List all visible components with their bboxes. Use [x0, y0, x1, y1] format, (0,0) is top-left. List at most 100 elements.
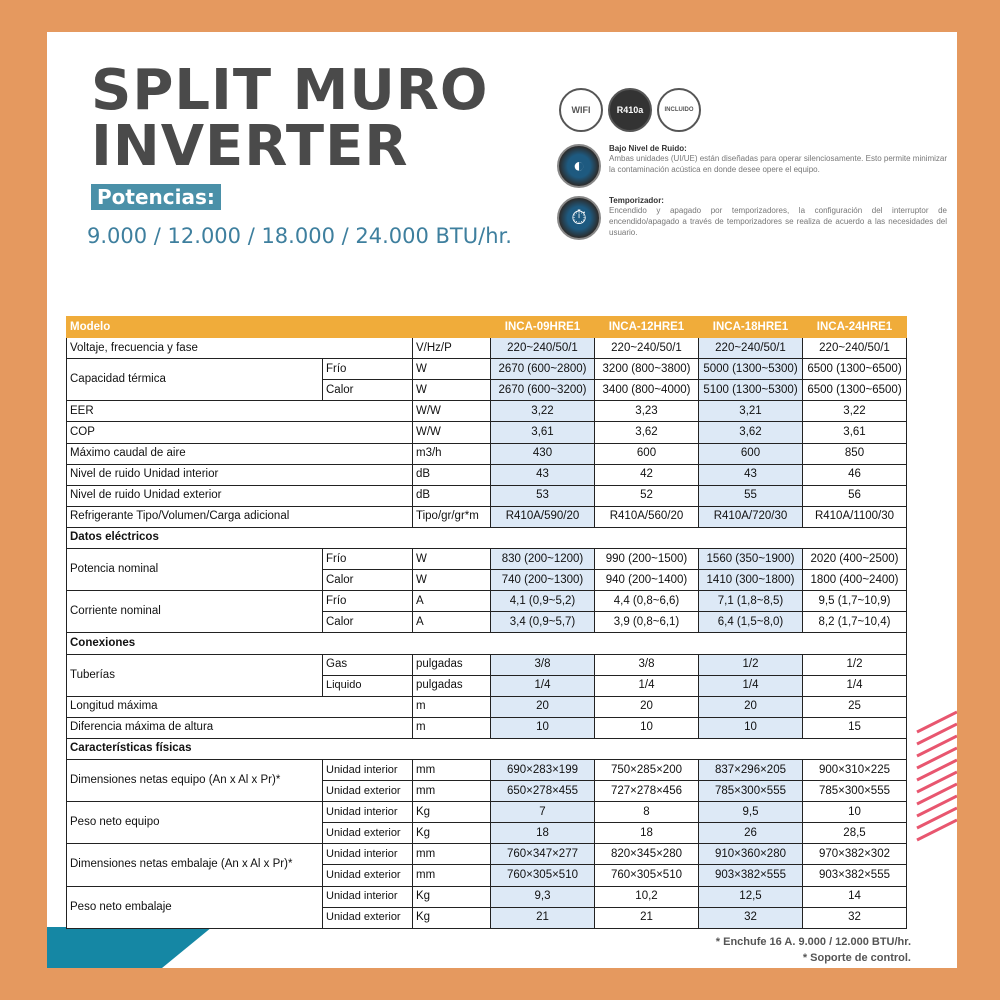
cell-value: 3,61 [802, 421, 907, 444]
cell-value: 7 [490, 801, 595, 824]
cell-value: 2670 (600~3200) [490, 379, 595, 402]
table-row: Nivel de ruido Unidad exterior dB 53 52 55 56 [66, 484, 907, 507]
cell-value: 10,2 [594, 885, 699, 908]
table-row: Peso neto embalaje Unidad interior Kg 9,3 10… [66, 885, 907, 929]
cell-value: 690×283×199 [490, 758, 595, 782]
cell-value: 1560 (350~1900) [698, 548, 803, 571]
section-title: Datos eléctricos [66, 526, 907, 550]
cell-value: 3,22 [802, 400, 907, 423]
row-label: Potencia nominal [66, 548, 323, 592]
wifi-icon: WIFI [559, 88, 603, 132]
section-title: Conexiones [66, 632, 907, 655]
row-label: Diferencia máxima de altura [66, 716, 413, 739]
section-title: Características físicas [66, 737, 907, 760]
row-sublabel: Calor [322, 611, 413, 634]
row-sublabel: Unidad interior [322, 801, 413, 824]
cell-value: 3,62 [698, 421, 803, 444]
cell-value: 1410 (300~1800) [698, 569, 803, 592]
row-unit: mm [412, 843, 491, 866]
row-unit: Tipo/gr/gr*m [412, 505, 491, 528]
cell-value: 910×360×280 [698, 843, 803, 866]
row-unit: m [412, 716, 491, 739]
cell-value: 5000 (1300~5300) [698, 358, 803, 381]
row-unit: Kg [412, 822, 491, 845]
cell-value: 21 [490, 906, 595, 929]
cell-value: 903×382×555 [802, 864, 907, 887]
row-label: Longitud máxima [66, 695, 413, 718]
cell-value: 10 [802, 801, 907, 824]
cell-value: 650×278×455 [490, 780, 595, 803]
cell-value: 760×305×510 [594, 864, 699, 887]
table-row: Unidad exterior Kg 21 21 32 32 [67, 906, 907, 929]
table-row: Potencia nominal Frío W 830 (200~1200) 990 (… [66, 548, 907, 592]
row-unit: mm [412, 864, 491, 887]
cell-value: 785×300×555 [698, 780, 803, 803]
cell-value: 9,3 [490, 885, 595, 908]
cell-value: 42 [594, 463, 699, 486]
row-label: Nivel de ruido Unidad interior [66, 463, 413, 486]
cell-value: 4,1 (0,9~5,2) [490, 590, 595, 613]
cell-value: 760×347×277 [490, 843, 595, 866]
cell-value: 970×382×302 [802, 843, 907, 866]
cell-value: 32 [698, 906, 803, 929]
cell-value: 900×310×225 [802, 758, 907, 782]
table-row: Dimensiones netas equipo (An x Al x Pr)*… [66, 758, 907, 803]
cell-value: 56 [802, 484, 907, 507]
section-row: Datos eléctricos [66, 526, 907, 550]
cell-value: 43 [490, 463, 595, 486]
table-row: Tuberías Gas pulgadas 3/8 3/8 1/2 1/2 [66, 653, 907, 697]
row-label: Dimensiones netas embalaje (An x Al x Pr… [66, 843, 323, 887]
cell-value: 2020 (400~2500) [802, 548, 907, 571]
table-row: Máximo caudal de aire m3/h 430 600 600 850 [66, 442, 907, 465]
row-label: Dimensiones netas equipo (An x Al x Pr)* [66, 758, 323, 803]
refrigerant-icon: R410a [608, 88, 652, 132]
table-row: Dimensiones netas embalaje (An x Al x Pr… [66, 843, 907, 887]
cell-value: 15 [802, 716, 907, 739]
badges: WIFI R410a INCLUIDO [559, 88, 701, 132]
cell-value: 28,5 [802, 822, 907, 845]
row-unit: A [412, 611, 491, 634]
model-header: Modelo [66, 315, 491, 339]
cell-value: 220~240/50/1 [698, 337, 803, 360]
cell-value: R410A/560/20 [594, 505, 699, 528]
cell-value: 990 (200~1500) [594, 548, 699, 571]
row-unit: m3/h [412, 442, 491, 465]
table-row: Liquido pulgadas 1/4 1/4 1/4 1/4 [67, 674, 907, 697]
cell-value: 18 [594, 822, 699, 845]
cell-value: 52 [594, 484, 699, 507]
cell-value: 785×300×555 [802, 780, 907, 803]
cell-value: 20 [698, 695, 803, 718]
row-sublabel: Unidad exterior [322, 822, 413, 845]
cell-value: 10 [698, 716, 803, 739]
cell-value: 3,21 [698, 400, 803, 423]
cell-value: 8,2 (1,7~10,4) [802, 611, 907, 634]
cell-value: 8 [594, 801, 699, 824]
row-unit: pulgadas [412, 674, 491, 697]
table-row: Unidad exterior mm 650×278×455 727×278×456 7… [67, 780, 907, 803]
cell-value: 1/4 [594, 674, 699, 697]
feature-text: Encendido y apagado por temporizadores, … [609, 206, 947, 237]
cell-value: 14 [802, 885, 907, 908]
table-row: Corriente nominal Frío A 4,1 (0,9~5,2) 4,4 (… [66, 590, 907, 634]
table-row: Unidad exterior Kg 18 18 26 28,5 [67, 822, 907, 845]
footnote: * Enchufe 16 A. 9.000 / 12.000 BTU/hr. [715, 936, 911, 948]
cell-value: 12,5 [698, 885, 803, 908]
cell-value: 6,4 (1,5~8,0) [698, 611, 803, 634]
cell-value: 9,5 (1,7~10,9) [802, 590, 907, 613]
row-label: Capacidad térmica [66, 358, 323, 402]
table-row: Unidad exterior mm 760×305×510 760×305×510 9… [67, 864, 907, 887]
cell-value: 3,4 (0,9~5,7) [490, 611, 595, 634]
row-unit: dB [412, 463, 491, 486]
cell-value: 3/8 [594, 653, 699, 676]
table-row: Longitud máxima m 20 20 20 25 [66, 695, 907, 718]
cell-value: 32 [802, 906, 907, 929]
low-noise-icon: ◐ [557, 144, 601, 188]
row-label: Tuberías [66, 653, 323, 697]
cell-value: 9,5 [698, 801, 803, 824]
row-sublabel: Unidad interior [322, 758, 413, 782]
model-name: INCA-12HRE1 [594, 315, 699, 339]
cell-value: 20 [490, 695, 595, 718]
cell-value: 1800 (400~2400) [802, 569, 907, 592]
cell-value: 18 [490, 822, 595, 845]
cell-value: 3200 (800~3800) [594, 358, 699, 381]
